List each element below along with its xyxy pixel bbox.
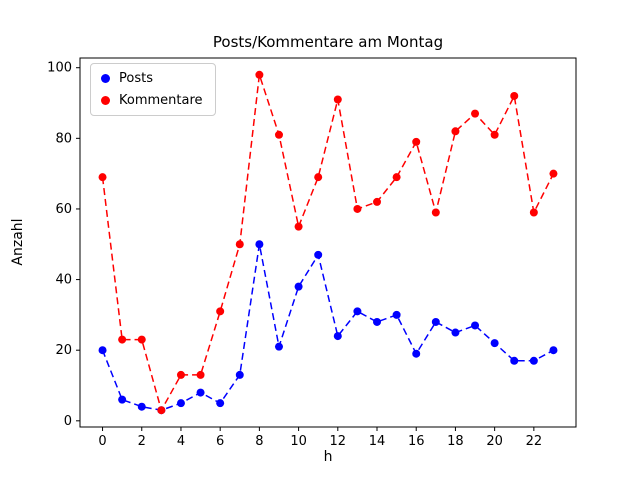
data-point-posts xyxy=(451,328,460,337)
data-point-kommentare xyxy=(196,370,205,379)
data-point-posts xyxy=(196,388,205,397)
data-point-posts xyxy=(274,342,283,351)
data-point-posts xyxy=(118,395,127,404)
legend-label-kommentare: Kommentare xyxy=(119,93,203,108)
data-point-posts xyxy=(235,370,244,379)
x-tick-label: 16 xyxy=(408,434,425,449)
x-tick-label: 12 xyxy=(330,434,347,449)
data-point-posts xyxy=(373,317,382,326)
y-tick-label: 40 xyxy=(55,273,72,288)
data-point-posts xyxy=(176,399,185,408)
data-point-posts xyxy=(98,346,107,355)
data-point-posts xyxy=(471,321,480,330)
data-point-kommentare xyxy=(392,173,401,182)
x-tick-label: 10 xyxy=(290,434,307,449)
y-tick-label: 100 xyxy=(47,61,72,76)
x-axis-label: h xyxy=(323,449,333,465)
legend-item-posts: Posts xyxy=(101,71,203,86)
x-tick-label: 4 xyxy=(177,434,185,449)
data-point-kommentare xyxy=(137,335,146,344)
x-tick-label: 18 xyxy=(447,434,464,449)
data-point-kommentare xyxy=(333,95,342,104)
data-point-posts xyxy=(255,240,264,249)
data-point-posts xyxy=(490,339,499,348)
data-point-kommentare xyxy=(529,208,538,217)
data-point-posts xyxy=(392,310,401,319)
data-point-kommentare xyxy=(235,240,244,249)
data-point-posts xyxy=(353,307,362,316)
data-point-kommentare xyxy=(255,70,264,79)
data-point-kommentare xyxy=(549,169,558,178)
data-point-kommentare xyxy=(98,173,107,182)
series-line-kommentare xyxy=(101,74,555,413)
data-point-kommentare xyxy=(157,406,166,415)
data-point-kommentare xyxy=(118,335,127,344)
data-point-kommentare xyxy=(314,173,323,182)
x-tick-label: 6 xyxy=(216,434,224,449)
data-point-posts xyxy=(216,399,225,408)
legend: Posts Kommentare xyxy=(90,63,216,116)
data-point-kommentare xyxy=(451,127,460,136)
data-point-posts xyxy=(412,349,421,358)
y-tick-label: 60 xyxy=(55,202,72,217)
x-tick-label: 2 xyxy=(138,434,146,449)
x-tick-label: 0 xyxy=(98,434,106,449)
legend-label-posts: Posts xyxy=(119,71,153,86)
y-tick-label: 80 xyxy=(55,131,72,146)
data-point-kommentare xyxy=(176,370,185,379)
legend-item-kommentare: Kommentare xyxy=(101,93,203,108)
data-point-kommentare xyxy=(373,197,382,206)
x-tick-label: 22 xyxy=(526,434,543,449)
chart-title: Posts/Kommentare am Montag xyxy=(212,33,444,51)
data-point-posts xyxy=(314,250,323,259)
data-point-posts xyxy=(510,356,519,365)
data-point-kommentare xyxy=(274,130,283,139)
data-point-kommentare xyxy=(216,307,225,316)
data-point-kommentare xyxy=(412,137,421,146)
data-point-kommentare xyxy=(471,109,480,118)
kommentare-marker-icon xyxy=(101,96,110,105)
x-tick-label: 20 xyxy=(486,434,503,449)
y-tick-label: 20 xyxy=(55,343,72,358)
data-point-posts xyxy=(333,332,342,341)
x-tick-label: 8 xyxy=(255,434,263,449)
data-point-kommentare xyxy=(353,204,362,213)
data-point-kommentare xyxy=(431,208,440,217)
plot-border xyxy=(79,57,577,428)
data-point-kommentare xyxy=(294,222,303,231)
x-tick-label: 14 xyxy=(369,434,386,449)
data-point-kommentare xyxy=(490,130,499,139)
data-point-posts xyxy=(529,356,538,365)
data-point-posts xyxy=(549,346,558,355)
data-point-posts xyxy=(294,282,303,291)
data-point-posts xyxy=(137,402,146,411)
series-line-posts xyxy=(101,244,554,412)
data-point-posts xyxy=(431,317,440,326)
posts-marker-icon xyxy=(101,74,110,83)
y-tick-label: 0 xyxy=(64,414,72,429)
data-point-kommentare xyxy=(510,91,519,100)
